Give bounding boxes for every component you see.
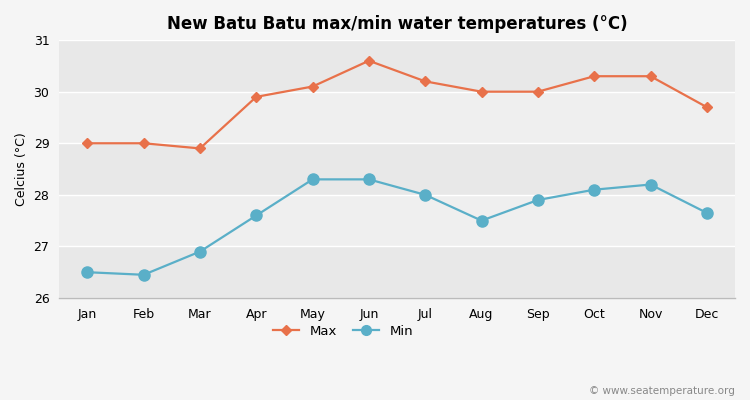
Min	[252, 213, 261, 218]
Min	[82, 270, 92, 275]
Bar	[59, 92, 735, 143]
Max	[252, 94, 261, 99]
Bar	[59, 246, 735, 298]
Bar	[59, 143, 735, 195]
Max	[364, 58, 374, 63]
Min	[140, 272, 148, 277]
Line: Max: Max	[84, 57, 710, 152]
Title: New Batu Batu max/min water temperatures (°C): New Batu Batu max/min water temperatures…	[166, 15, 628, 33]
Min	[196, 249, 205, 254]
Min	[533, 198, 542, 202]
Max	[702, 105, 711, 110]
Min	[477, 218, 486, 223]
Min	[702, 210, 711, 215]
Min	[646, 182, 655, 187]
Text: © www.seatemperature.org: © www.seatemperature.org	[590, 386, 735, 396]
Min	[421, 192, 430, 197]
Y-axis label: Celcius (°C): Celcius (°C)	[15, 132, 28, 206]
Max	[477, 89, 486, 94]
Bar	[59, 40, 735, 92]
Max	[140, 141, 148, 146]
Max	[590, 74, 598, 79]
Line: Min: Min	[82, 174, 712, 280]
Min	[308, 177, 317, 182]
Max	[646, 74, 655, 79]
Max	[308, 84, 317, 89]
Min	[364, 177, 374, 182]
Legend: Max, Min: Max, Min	[267, 320, 419, 343]
Max	[533, 89, 542, 94]
Min	[590, 187, 598, 192]
Max	[196, 146, 205, 151]
Bar	[59, 195, 735, 246]
Max	[82, 141, 92, 146]
Max	[421, 79, 430, 84]
